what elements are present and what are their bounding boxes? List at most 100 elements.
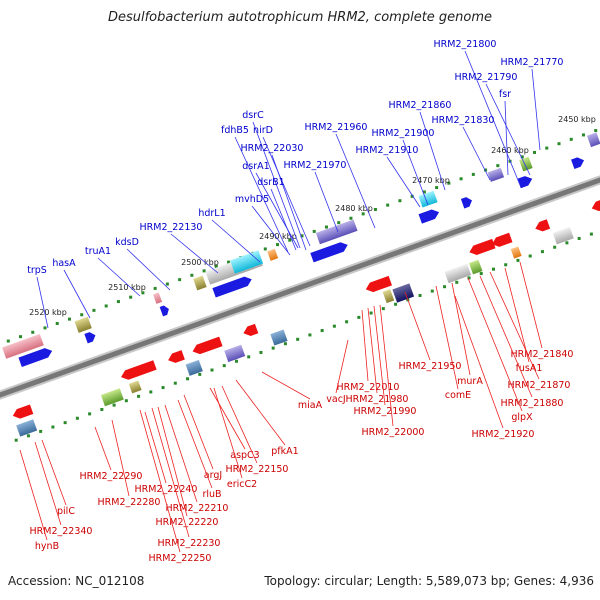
track-dot [484, 168, 488, 172]
track-dot [153, 286, 157, 290]
track-dot [496, 164, 500, 168]
track-dot [234, 359, 238, 363]
tick-label: 2480 kbp [335, 204, 373, 213]
bottom-strand-arrow [535, 219, 551, 232]
bottom-gene-leader-line [213, 387, 243, 479]
top-strand-arrow [571, 157, 585, 169]
bottom-gene-label: hynB [35, 541, 59, 552]
top-gene-label: HRM2_21830 [432, 115, 495, 126]
top-strand-block [418, 190, 438, 208]
gene-arrow-shape [418, 209, 440, 224]
track-dot [124, 399, 128, 403]
bottom-strand-block [270, 329, 288, 346]
top-gene-leader-line [251, 205, 291, 256]
top-strand-arrow [460, 197, 473, 209]
track-dot [300, 234, 304, 238]
bottom-gene-label: fusA1 [516, 363, 543, 374]
top-strand-block [267, 248, 279, 261]
bottom-gene-label: HRM2_22340 [30, 526, 93, 537]
track-dot [533, 150, 537, 154]
gene-arrow-shape [535, 219, 551, 232]
top-gene-label: hdrL1 [198, 208, 225, 219]
top-strand-arrow [18, 348, 53, 367]
track-dot [589, 232, 593, 236]
top-strand-block [153, 292, 163, 304]
bottom-gene-leader-line [235, 379, 286, 446]
track-dot [6, 339, 10, 343]
gene-arrow-shape [310, 242, 348, 263]
top-gene-label: HRM2_21900 [372, 128, 435, 139]
top-gene-leader-line [504, 100, 509, 176]
track-dot [332, 324, 336, 328]
gene-block-rect [392, 283, 415, 303]
bottom-gene-label: aspC3 [230, 450, 259, 461]
track-dot [373, 207, 377, 211]
track-dot [92, 308, 96, 312]
track-dot [553, 245, 557, 249]
track-dot [88, 412, 92, 416]
tick-label: 2450 kbp [558, 115, 596, 124]
track-dot [581, 133, 585, 137]
track-dot [516, 258, 520, 262]
track-dot [337, 221, 341, 225]
top-gene-leader-line [97, 257, 141, 297]
bottom-gene-leader-line [94, 426, 112, 471]
bottom-gene-leader-line [335, 339, 349, 394]
bottom-gene-label: HRM2_22210 [166, 503, 229, 514]
top-gene-label: trpS [27, 265, 47, 276]
top-strand-block [193, 275, 207, 291]
track-dot [271, 346, 275, 350]
top-gene-leader-line [419, 111, 446, 191]
track-dot [75, 416, 79, 420]
bottom-strand-arrow [12, 404, 34, 419]
bottom-gene-leader-line [379, 304, 394, 427]
top-strand-block [230, 250, 264, 274]
bottom-gene-leader-line [367, 307, 378, 394]
track-dot [479, 272, 483, 276]
bottom-gene-label: comE [445, 390, 471, 401]
track-dot [386, 203, 390, 207]
bottom-gene-leader-line [144, 411, 167, 484]
track-dot [447, 181, 451, 185]
top-gene-label: HRM2_22030 [241, 143, 304, 154]
track-dot [259, 350, 263, 354]
bottom-gene-label: HRM2_22000 [362, 427, 425, 438]
top-gene-leader-line [170, 233, 219, 274]
bottom-strand-block [100, 388, 124, 407]
top-strand-arrow [418, 209, 440, 224]
bottom-gene-label: miaA [298, 400, 323, 411]
gene-block-rect [100, 388, 124, 407]
track-dot [324, 225, 328, 229]
bottom-gene-label: HRM2_22290 [80, 471, 143, 482]
bottom-gene-label: HRM2_22150 [226, 464, 289, 475]
bottom-strand-arrow [192, 336, 223, 355]
track-dot [320, 329, 324, 333]
track-dot [51, 425, 55, 429]
gene-block-rect [510, 246, 522, 259]
track-dot [491, 267, 495, 271]
top-gene-leader-line [211, 219, 261, 263]
top-gene-leader-line [402, 139, 429, 206]
track-dot [577, 236, 581, 240]
bottom-strand-block [16, 419, 38, 437]
track-dot [214, 264, 218, 268]
bottom-strand-arrow [491, 232, 513, 247]
gene-arrow-shape [168, 350, 185, 363]
top-gene-leader-line [464, 50, 521, 186]
tick-label: 2460 kbp [491, 146, 529, 155]
accession-text: Accession: NC_012108 [8, 574, 145, 588]
track-dot [141, 291, 145, 295]
gene-arrow-shape [243, 323, 259, 336]
bottom-gene-leader-line [373, 305, 386, 406]
top-gene-leader-line [462, 126, 491, 181]
gene-arrow-shape [591, 197, 600, 212]
gene-block-rect [16, 419, 38, 437]
bottom-gene-leader-line [41, 439, 67, 506]
bottom-gene-label: HRM2_21880 [501, 398, 564, 409]
top-gene-label: dsrA1 [242, 161, 269, 172]
track-dot [455, 280, 459, 284]
track-dot [296, 337, 300, 341]
bottom-gene-leader-line [34, 441, 62, 526]
gene-block-rect [128, 380, 142, 394]
bottom-gene-leader-line [177, 399, 213, 489]
